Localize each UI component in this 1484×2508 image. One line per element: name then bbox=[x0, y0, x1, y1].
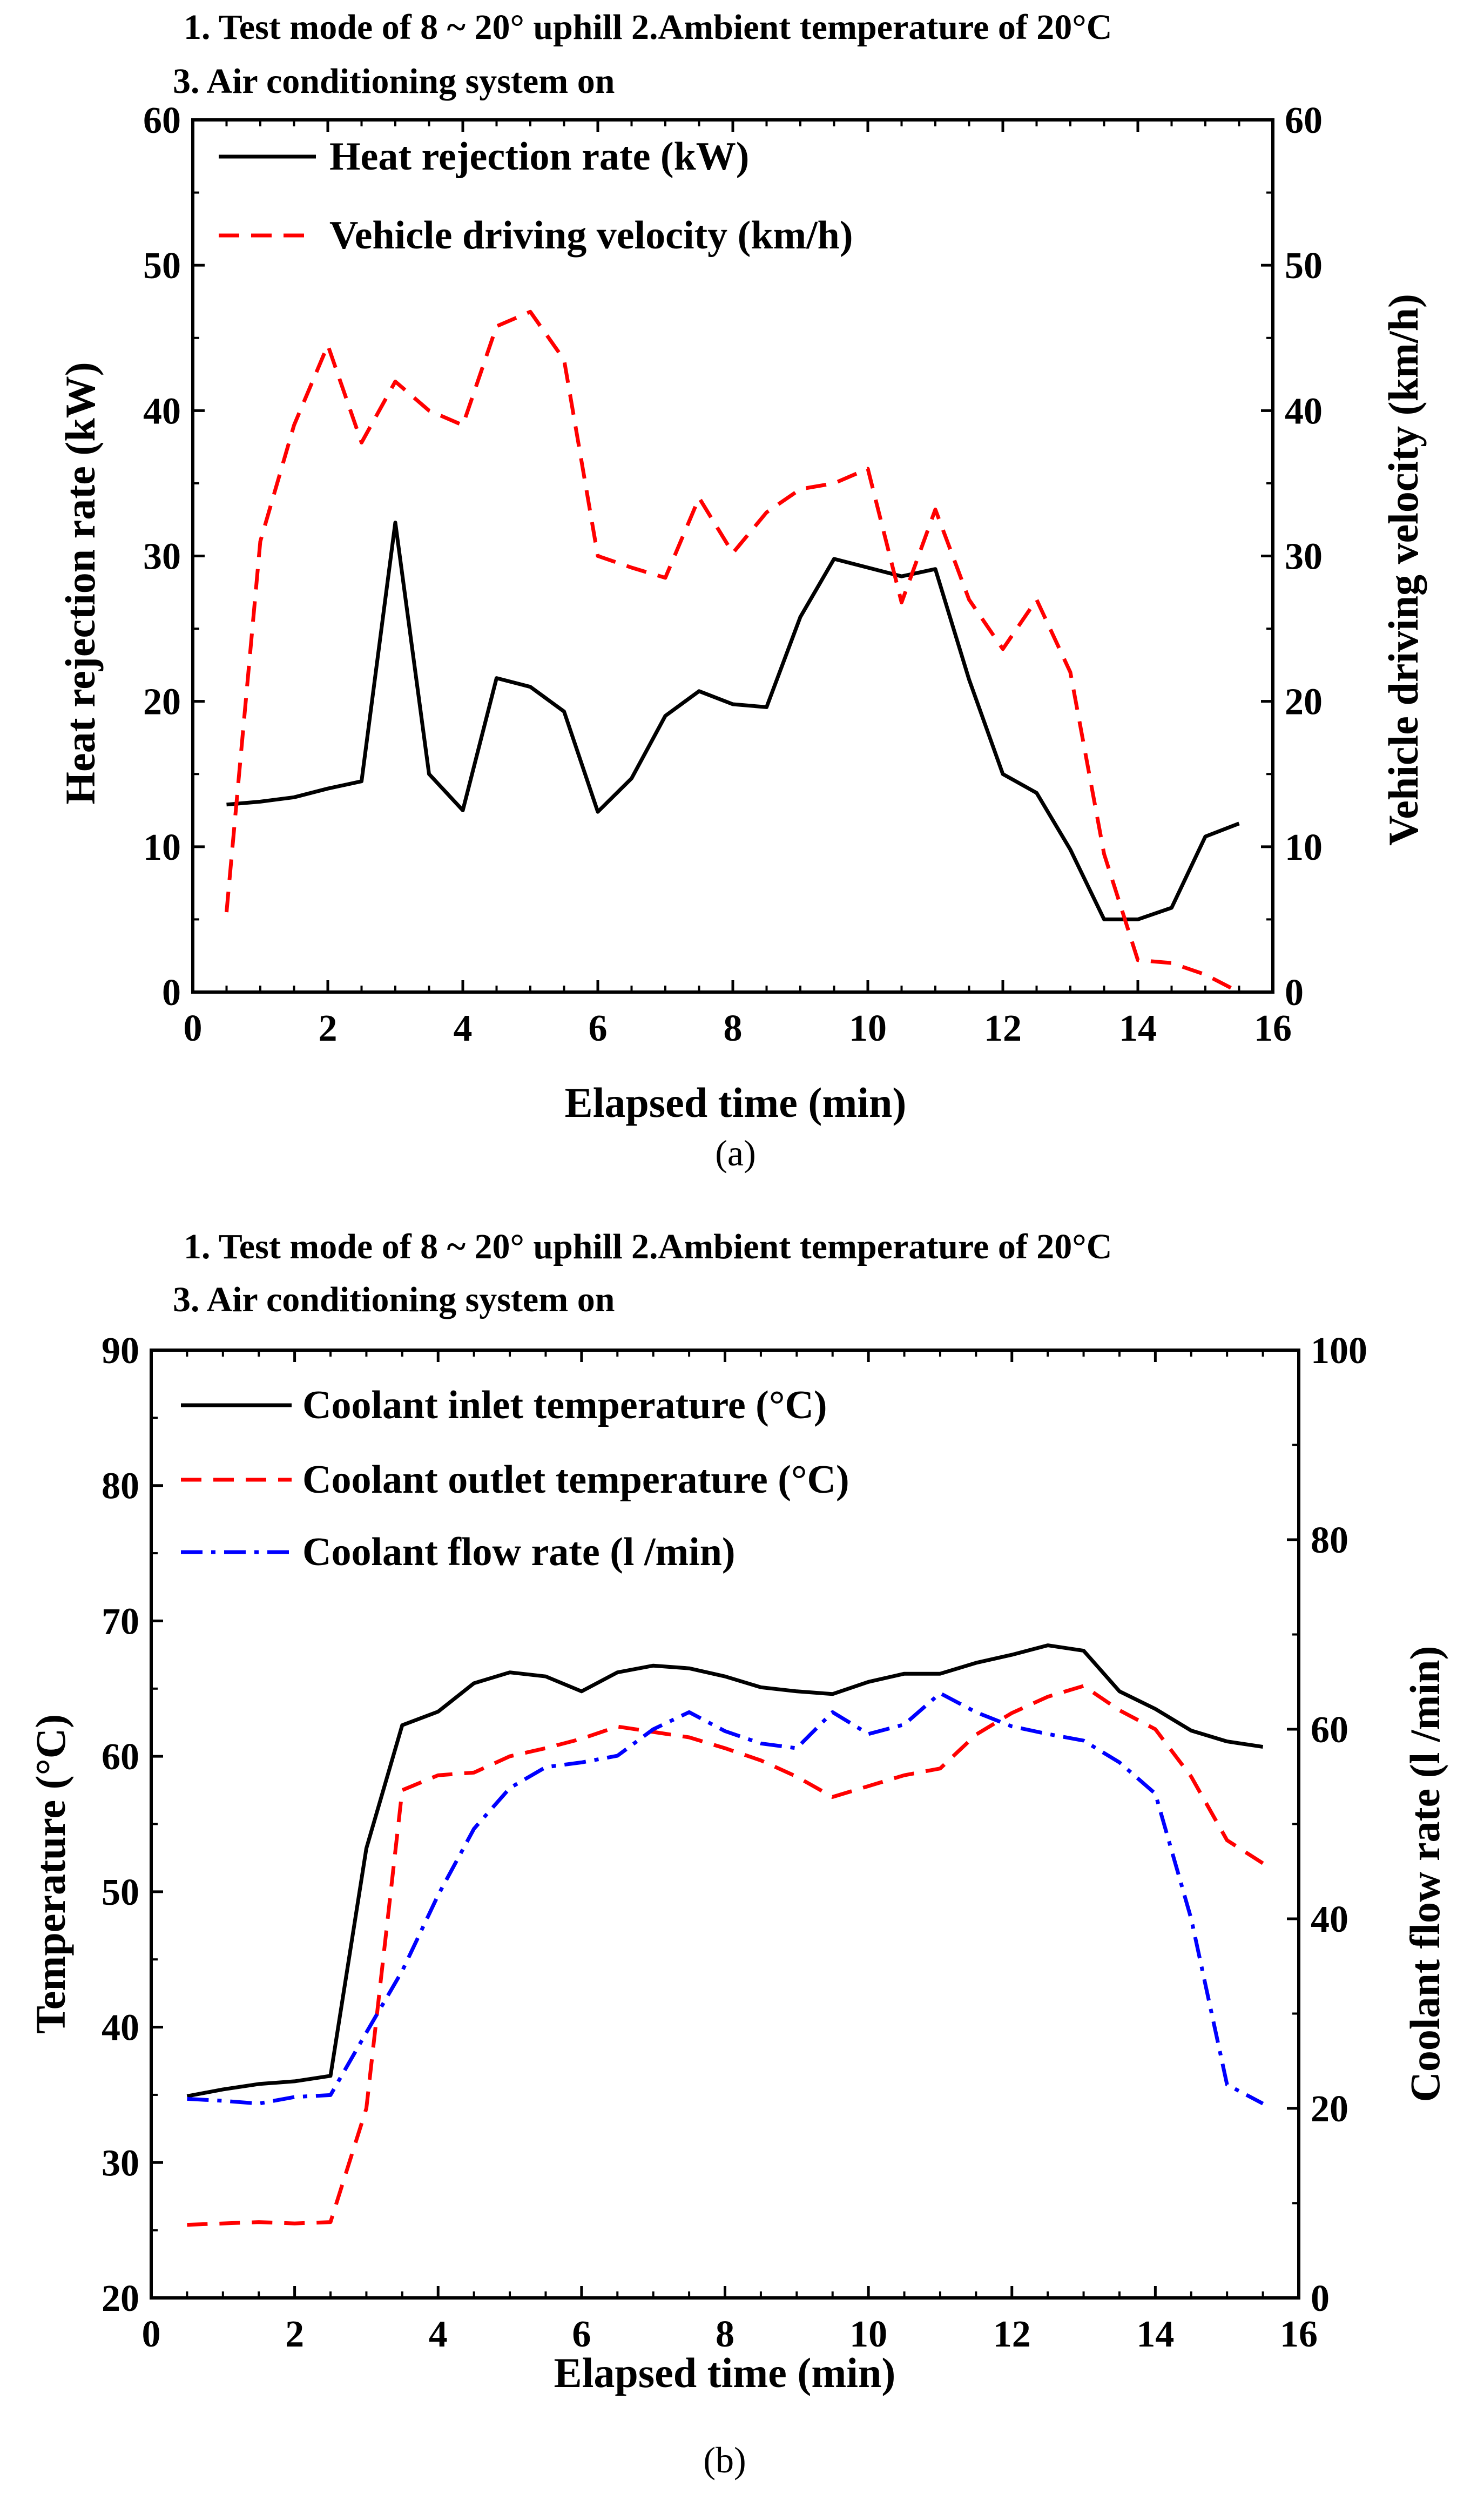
panel-a: 1. Test mode of 8 ~ 20° uphill 2.Ambient… bbox=[57, 8, 1427, 1174]
panel-a-y2-axis-label: Vehicle driving velocity (km/h) bbox=[1380, 294, 1427, 846]
panel-a-y2-tick-label: 10 bbox=[1285, 827, 1323, 868]
panel-a-y2-tick-label: 60 bbox=[1285, 100, 1323, 141]
panel-b-x-tick-label: 6 bbox=[572, 2314, 591, 2355]
panel-b-y-tick-label: 20 bbox=[102, 2278, 139, 2320]
panel-b-x-tick-label: 10 bbox=[849, 2314, 887, 2355]
panel-a-caption: (a) bbox=[715, 1132, 756, 1174]
panel-a-y-tick-label: 10 bbox=[143, 827, 181, 868]
panel-b-y-tick-label: 90 bbox=[102, 1330, 139, 1372]
legend-label-flow-rate: Coolant flow rate (l /min) bbox=[302, 1530, 736, 1574]
panel-a-y2-tick-label: 20 bbox=[1285, 682, 1323, 723]
panel-a-x-tick-label: 8 bbox=[724, 1008, 743, 1049]
panel-a-series-line-2 bbox=[225, 309, 1240, 994]
panel-a-x-tick-label: 2 bbox=[319, 1008, 338, 1049]
panel-b: 1. Test mode of 8 ~ 20° uphill 2.Ambient… bbox=[27, 1227, 1448, 2480]
panel-b-y-tick-label: 60 bbox=[102, 1736, 139, 1778]
panel-b-y-tick-label: 50 bbox=[102, 1872, 139, 1913]
panel-b-x-tick-label: 0 bbox=[142, 2314, 161, 2355]
panel-a-x-tick-label: 14 bbox=[1119, 1008, 1157, 1049]
panel-a-y2-tick-label: 50 bbox=[1285, 245, 1323, 287]
panel-b-series-line-3 bbox=[187, 1691, 1264, 2106]
panel-b-legend: Coolant inlet temperature (°C) Coolant o… bbox=[181, 1383, 849, 1574]
panel-b-series-line-1 bbox=[186, 1643, 1264, 2098]
panel-a-y-tick-label: 40 bbox=[143, 390, 181, 432]
panel-a-x-tick-label: 6 bbox=[589, 1008, 608, 1049]
panel-a-x-axis-label: Elapsed time (min) bbox=[565, 1079, 907, 1126]
panel-a-x-tick-label: 10 bbox=[849, 1008, 887, 1049]
panel-b-y-tick-label: 70 bbox=[102, 1601, 139, 1642]
panel-b-x-axis-label: Elapsed time (min) bbox=[554, 2349, 896, 2396]
panel-b-title-line1: 1. Test mode of 8 ~ 20° uphill 2.Ambient… bbox=[184, 1227, 1112, 1266]
legend-label-inlet-temp: Coolant inlet temperature (°C) bbox=[302, 1383, 827, 1427]
panel-b-x-tick-label: 14 bbox=[1136, 2314, 1174, 2355]
panel-b-caption: (b) bbox=[703, 2439, 746, 2480]
panel-a-y-tick-label: 20 bbox=[143, 682, 181, 723]
panel-b-y-axis-label: Temperature (°C) bbox=[27, 1714, 74, 2034]
panel-b-axes: 0 2 4 6 8 10 12 14 16203040506070809002040608010… bbox=[102, 1330, 1367, 2355]
panel-a-title-line2: 3. Air conditioning system on bbox=[173, 62, 615, 101]
panel-b-y2-tick-label: 80 bbox=[1311, 1520, 1348, 1561]
panel-a-y-tick-label: 30 bbox=[143, 536, 181, 578]
panel-b-y2-axis-label: Coolant flow rate (l /min) bbox=[1401, 1646, 1448, 2102]
panel-b-x-tick-label: 8 bbox=[716, 2314, 734, 2355]
panel-b-x-tick-label: 4 bbox=[429, 2314, 448, 2355]
panel-a-series bbox=[225, 309, 1240, 994]
panel-a-x-tick-label: 12 bbox=[984, 1008, 1022, 1049]
panel-b-x-tick-label: 12 bbox=[993, 2314, 1031, 2355]
panel-b-y2-tick-label: 60 bbox=[1311, 1709, 1348, 1751]
panel-a-legend: Heat rejection rate (kW) Vehicle driving… bbox=[219, 134, 853, 258]
panel-a-x-tick-label: 16 bbox=[1254, 1008, 1292, 1049]
panel-a-x-tick-label: 0 bbox=[184, 1008, 203, 1049]
panel-a-y2-tick-label: 0 bbox=[1285, 972, 1304, 1014]
panel-a-y-tick-label: 0 bbox=[162, 972, 181, 1014]
panel-a-y2-tick-label: 30 bbox=[1285, 536, 1323, 578]
panel-a-y-axis-label: Heat rejection rate (kW) bbox=[57, 362, 104, 804]
panel-b-y-tick-label: 40 bbox=[102, 2007, 139, 2049]
panel-a-y-tick-label: 50 bbox=[143, 245, 181, 287]
legend-label-outlet-temp: Coolant outlet temperature (°C) bbox=[302, 1458, 849, 1502]
panel-b-x-tick-label: 2 bbox=[285, 2314, 304, 2355]
legend-label-heat-rejection: Heat rejection rate (kW) bbox=[329, 134, 749, 179]
panel-b-y2-tick-label: 40 bbox=[1311, 1899, 1348, 1940]
panel-b-y2-tick-label: 100 bbox=[1311, 1330, 1367, 1372]
panel-a-series-line-1 bbox=[226, 521, 1240, 921]
legend-label-vehicle-velocity: Vehicle driving velocity (km/h) bbox=[329, 213, 853, 258]
panel-a-y2-tick-label: 40 bbox=[1285, 390, 1323, 432]
panel-b-series-line-2 bbox=[187, 1684, 1264, 2227]
panel-b-title-line2: 3. Air conditioning system on bbox=[173, 1280, 615, 1319]
panel-a-y-tick-label: 60 bbox=[143, 100, 181, 141]
panel-b-series bbox=[186, 1643, 1264, 2227]
panel-a-x-tick-label: 4 bbox=[454, 1008, 473, 1049]
panel-b-x-tick-label: 16 bbox=[1280, 2314, 1318, 2355]
panel-b-y-tick-label: 80 bbox=[102, 1466, 139, 1507]
panel-b-y2-tick-label: 20 bbox=[1311, 2088, 1348, 2130]
panel-b-y2-tick-label: 0 bbox=[1311, 2278, 1330, 2320]
panel-b-y-tick-label: 30 bbox=[102, 2142, 139, 2184]
panel-a-title-line1: 1. Test mode of 8 ~ 20° uphill 2.Ambient… bbox=[184, 8, 1112, 47]
